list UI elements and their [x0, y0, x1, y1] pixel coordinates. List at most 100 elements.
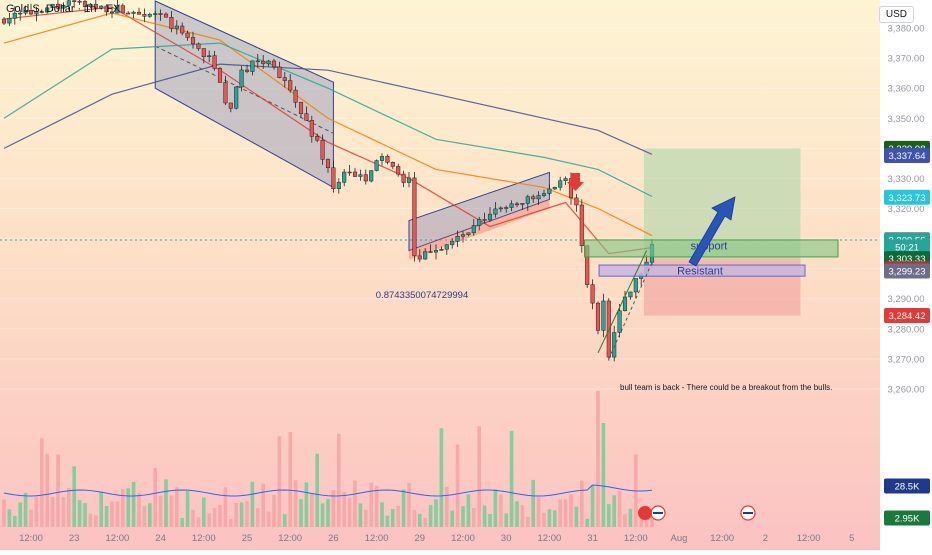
candle-body[interactable] [72, 0, 77, 2]
candle-body[interactable] [66, 0, 71, 6]
candle-body[interactable] [207, 55, 212, 58]
candle-body[interactable] [379, 156, 385, 161]
candle-body[interactable] [304, 113, 309, 121]
candle-body[interactable] [282, 77, 287, 81]
candle-body[interactable] [293, 89, 298, 103]
candle-body[interactable] [61, 5, 66, 9]
candle-body[interactable] [18, 12, 23, 15]
candle-body[interactable] [433, 250, 439, 253]
candle-body[interactable] [406, 177, 412, 183]
candle-body[interactable] [552, 186, 557, 190]
candle-body[interactable] [77, 0, 82, 3]
candle-body[interactable] [228, 102, 233, 109]
candle-body[interactable] [190, 37, 196, 45]
candle-body[interactable] [7, 17, 12, 24]
candle-body[interactable] [331, 167, 336, 189]
candle-body[interactable] [574, 197, 579, 206]
candle-body[interactable] [520, 203, 525, 205]
candle-body[interactable] [450, 241, 455, 246]
currency-button[interactable]: USD [878, 6, 914, 23]
candle-body[interactable] [131, 11, 136, 14]
candle-body[interactable] [347, 171, 352, 174]
candle-body[interactable] [595, 302, 601, 331]
candle-body[interactable] [412, 177, 417, 257]
resistant-zone[interactable] [598, 264, 806, 277]
ma-navy-line[interactable] [3, 63, 653, 155]
candle-body[interactable] [93, 3, 98, 9]
candle-body[interactable] [288, 80, 293, 91]
candle-body[interactable] [504, 207, 509, 209]
candle-body[interactable] [541, 193, 547, 196]
candle-body[interactable] [396, 166, 401, 175]
candle-body[interactable] [39, 11, 44, 13]
candle-body[interactable] [244, 69, 250, 72]
candle-body[interactable] [601, 300, 606, 331]
candle-body[interactable] [579, 204, 584, 246]
candle-body[interactable] [563, 178, 568, 181]
candle-body[interactable] [239, 69, 244, 88]
candle-body[interactable] [266, 60, 271, 65]
candle-body[interactable] [104, 5, 109, 13]
candle-body[interactable] [82, 1, 88, 7]
candle-body[interactable] [120, 5, 125, 14]
candle-body[interactable] [374, 160, 379, 171]
candle-body[interactable] [234, 86, 239, 109]
candle-body[interactable] [460, 234, 466, 237]
candle-body[interactable] [336, 182, 341, 189]
candle-body[interactable] [455, 235, 460, 242]
candle-body[interactable] [558, 180, 563, 188]
candle-body[interactable] [115, 5, 120, 14]
candle-body[interactable] [525, 196, 530, 204]
candle-body[interactable] [423, 251, 428, 260]
candle-body[interactable] [158, 13, 163, 15]
candle-body[interactable] [163, 13, 169, 18]
candle-body[interactable] [628, 291, 633, 298]
candle-body[interactable] [590, 284, 595, 304]
candle-body[interactable] [109, 11, 115, 14]
candle-body[interactable] [342, 171, 347, 183]
candle-body[interactable] [126, 12, 131, 15]
candle-body[interactable] [28, 10, 34, 15]
candle-body[interactable] [358, 174, 363, 177]
candle-body[interactable] [439, 248, 444, 251]
candle-body[interactable] [255, 60, 260, 63]
candle-body[interactable] [142, 14, 147, 17]
candle-body[interactable] [34, 11, 39, 15]
ma-teal-line[interactable] [3, 42, 653, 198]
candle-body[interactable] [428, 251, 433, 253]
candle-body[interactable] [482, 219, 487, 221]
candle-body[interactable] [88, 3, 93, 7]
candle-body[interactable] [153, 13, 158, 15]
candle-body[interactable] [271, 60, 277, 68]
candle-body[interactable] [498, 207, 503, 210]
candle-body[interactable] [369, 170, 374, 182]
candle-body[interactable] [493, 208, 498, 215]
candle-body[interactable] [12, 12, 17, 19]
candle-body[interactable] [277, 66, 282, 78]
candle-body[interactable] [45, 7, 50, 13]
candle-body[interactable] [1, 18, 7, 24]
symbol-header[interactable]: Gold S. Dollar · 1h · FX [6, 3, 120, 15]
candle-body[interactable] [180, 25, 185, 34]
candle-body[interactable] [514, 203, 520, 206]
candle-body[interactable] [217, 68, 223, 83]
candle-body[interactable] [315, 136, 320, 141]
candle-body[interactable] [633, 278, 638, 293]
candle-body[interactable] [298, 102, 304, 114]
candle-body[interactable] [212, 55, 217, 69]
candle-body[interactable] [23, 10, 28, 14]
candle-body[interactable] [385, 156, 390, 163]
candle-body[interactable] [417, 255, 422, 260]
candle-body[interactable] [147, 14, 152, 17]
candle-body[interactable] [466, 232, 471, 235]
candle-body[interactable] [196, 43, 201, 49]
candle-body[interactable] [401, 173, 406, 183]
candle-body[interactable] [320, 139, 325, 160]
candle-body[interactable] [509, 203, 514, 208]
candle-body[interactable] [201, 48, 206, 58]
candle-body[interactable] [55, 3, 61, 9]
candle-body[interactable] [99, 5, 104, 9]
candle-body[interactable] [617, 310, 622, 333]
candle-body[interactable] [471, 225, 476, 234]
